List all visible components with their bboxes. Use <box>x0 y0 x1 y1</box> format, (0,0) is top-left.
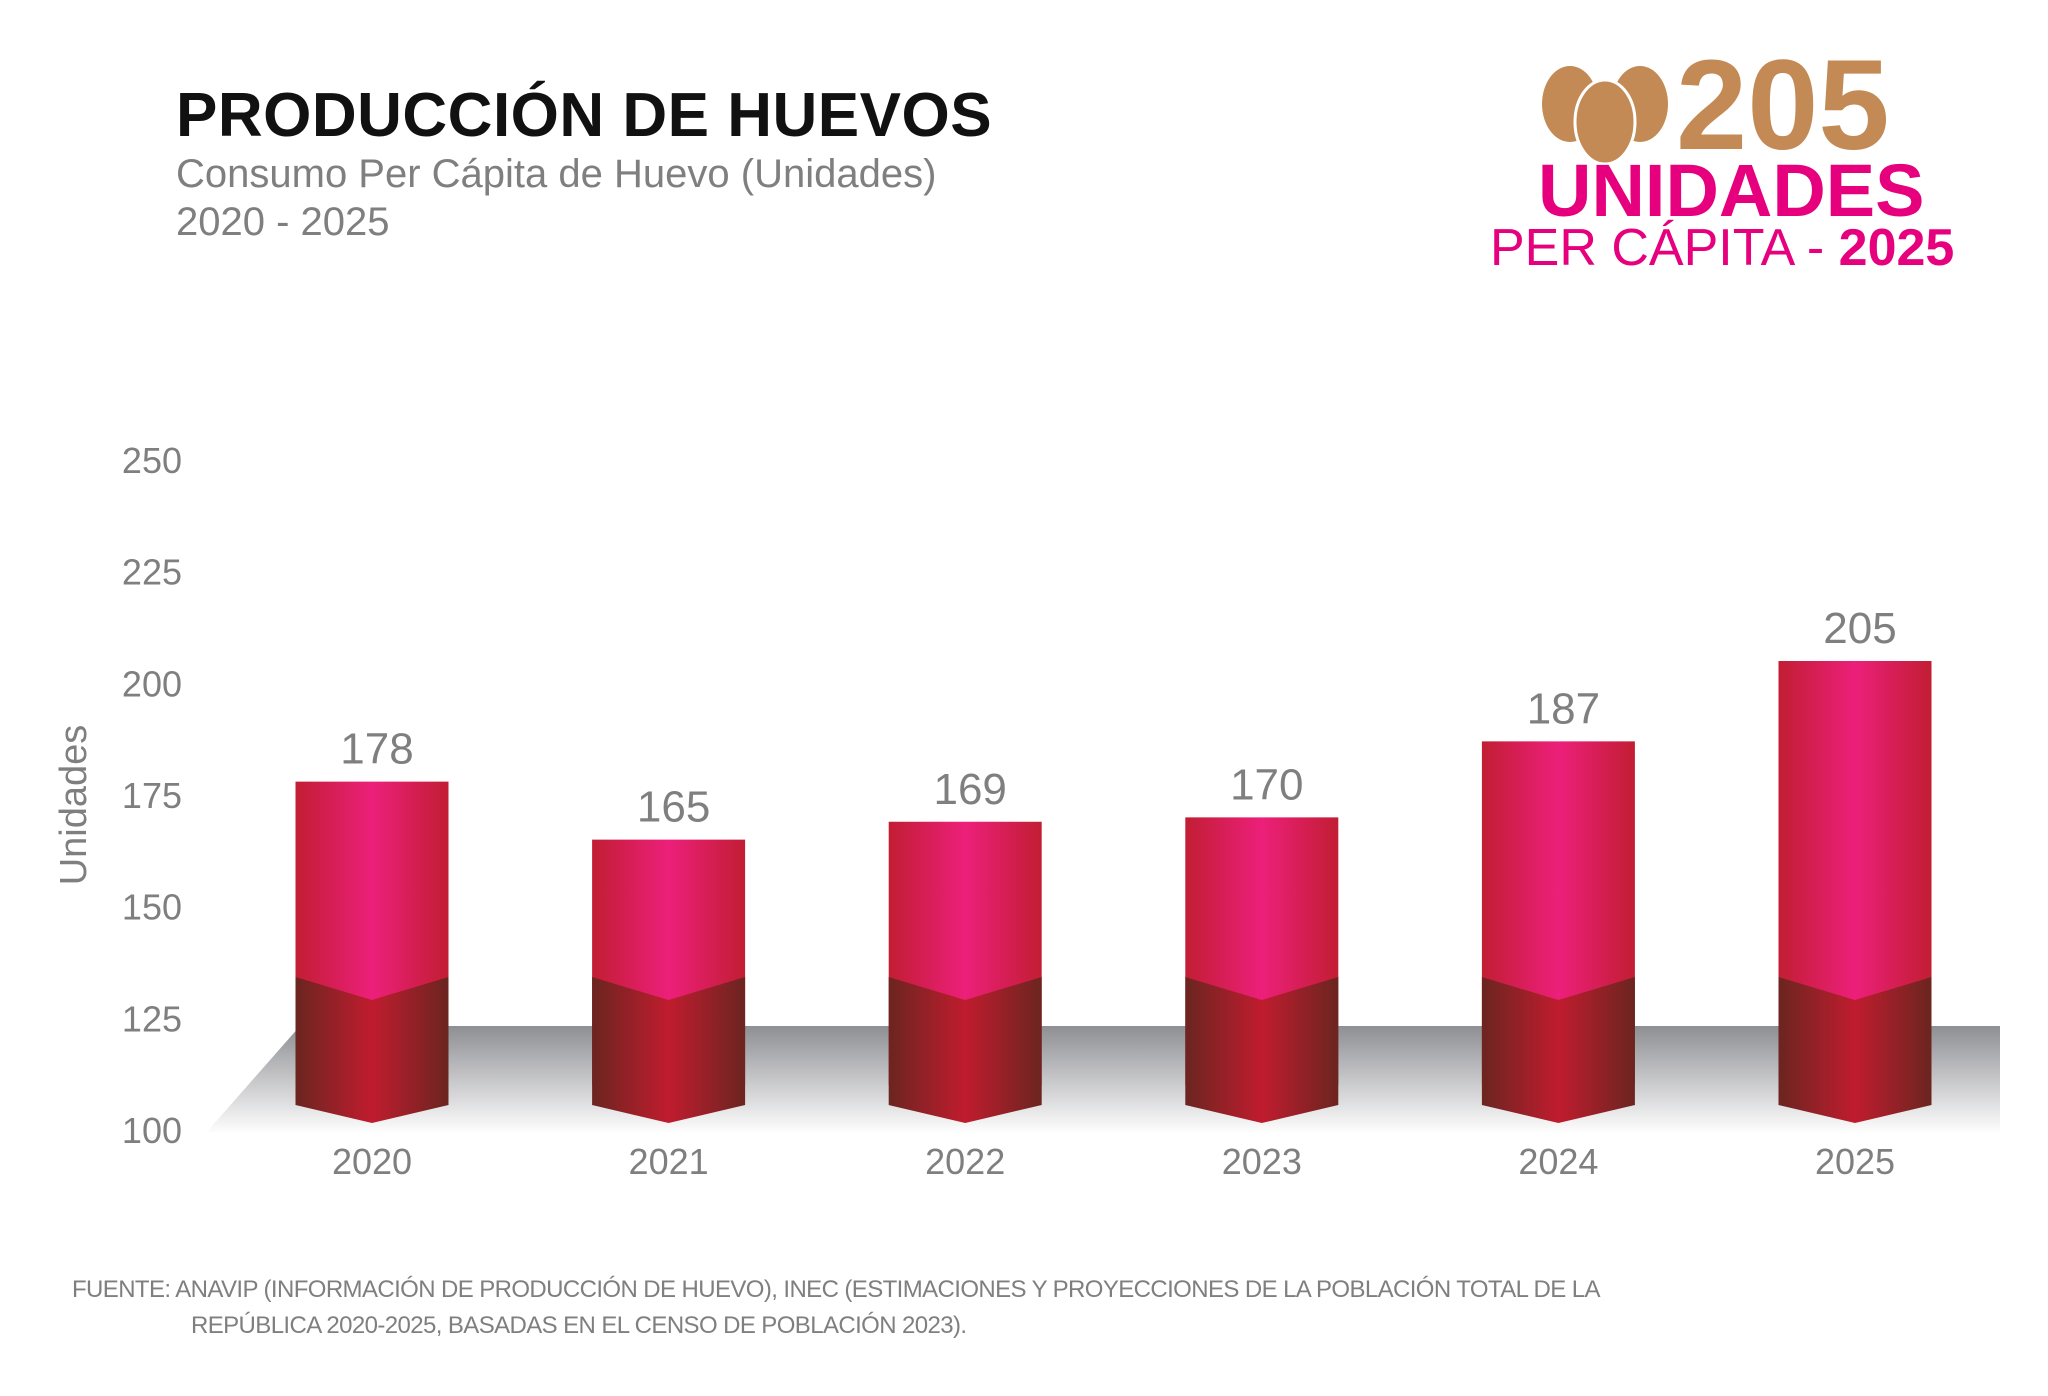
bar-base <box>888 977 1042 1123</box>
source-note-line-1: FUENTE: ANAVIP (INFORMACIÓN DE PRODUCCIÓ… <box>72 1276 1601 1303</box>
x-tick-label: 2022 <box>925 1141 1005 1182</box>
bar-2023: 170 2023 <box>1185 760 1339 1182</box>
bar-value-label: 165 <box>637 783 710 832</box>
bar-2025: 205 2025 <box>1778 604 1932 1182</box>
per-capita-badge: 205 UNIDADES PER CÁPITA - 2025 <box>1490 34 1954 280</box>
badge-value: 205 <box>1676 34 1890 177</box>
x-tick-label: 2024 <box>1518 1141 1598 1182</box>
x-tick-label: 2023 <box>1222 1141 1302 1182</box>
bar-base <box>295 977 449 1123</box>
x-tick-label: 2021 <box>629 1141 709 1182</box>
eggs-icon <box>1542 66 1668 166</box>
bar-2021: 165 2021 <box>592 783 746 1182</box>
bar-value-label: 178 <box>340 725 413 774</box>
y-tick-label: 150 <box>122 887 182 928</box>
bar-value-label: 169 <box>933 765 1006 814</box>
y-tick-label: 100 <box>122 1110 182 1151</box>
badge-year: 2025 <box>1838 219 1955 277</box>
y-tick-label: 175 <box>122 775 182 816</box>
bar-2022: 169 2022 <box>888 765 1042 1182</box>
x-tick-label: 2025 <box>1815 1141 1895 1182</box>
bar-2020: 178 2020 <box>295 725 449 1182</box>
bar-value-label: 187 <box>1527 684 1600 733</box>
chart-title: PRODUCCIÓN DE HUEVOS <box>176 81 993 150</box>
y-tick-label: 200 <box>122 663 182 704</box>
x-tick-label: 2020 <box>332 1141 412 1182</box>
bar-value-label: 205 <box>1823 604 1896 653</box>
bar-value-label: 170 <box>1230 760 1303 809</box>
bar-base <box>1778 977 1932 1123</box>
chart-year-range: 2020 - 2025 <box>176 200 390 244</box>
bar-base <box>592 977 746 1123</box>
bar-2024: 187 2024 <box>1481 684 1635 1182</box>
chart-floor <box>205 1026 2000 1134</box>
badge-unit: UNIDADES <box>1538 149 1925 232</box>
badge-per-capita-label: PER CÁPITA - <box>1490 219 1825 277</box>
bar-base <box>1481 977 1635 1123</box>
source-note-line-2: REPÚBLICA 2020-2025, BASADAS EN EL CENSO… <box>191 1312 967 1339</box>
y-axis-label: Unidades <box>53 725 95 886</box>
y-tick-label: 125 <box>122 998 182 1039</box>
chart-subtitle: Consumo Per Cápita de Huevo (Unidades) <box>176 152 937 196</box>
y-tick-label: 250 <box>122 440 182 481</box>
y-tick-label: 225 <box>122 552 182 593</box>
bar-base <box>1185 977 1339 1123</box>
badge-per-capita: PER CÁPITA - 2025 <box>1490 218 1954 278</box>
